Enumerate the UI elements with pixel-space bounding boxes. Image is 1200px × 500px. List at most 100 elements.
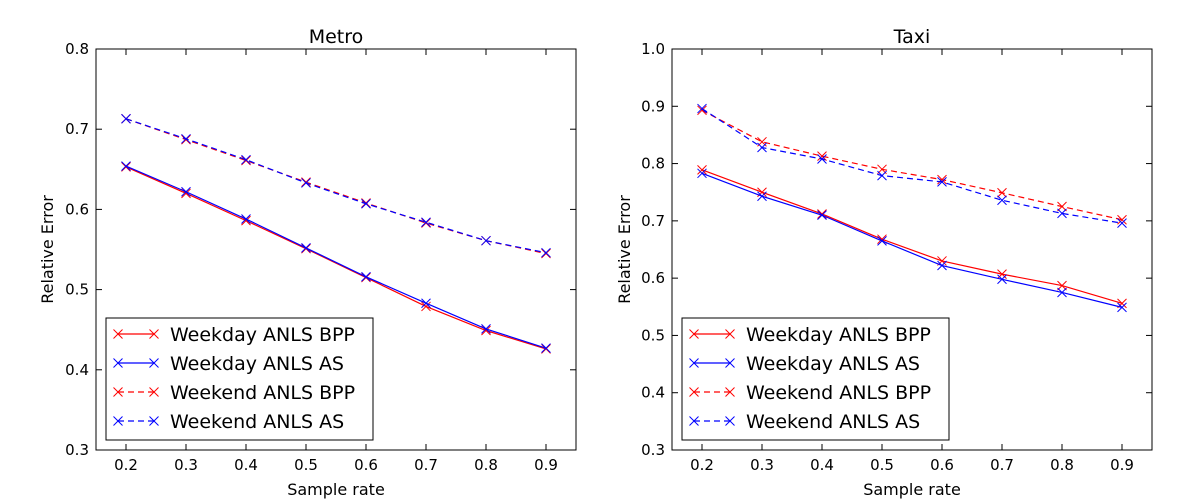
x-tick-label: 0.9 — [534, 456, 558, 474]
x-tick-label: 0.4 — [234, 456, 258, 474]
data-point — [937, 177, 947, 187]
data-point — [1057, 208, 1067, 219]
legend-entry-weekday-anls-as: Weekday ANLS AS — [689, 353, 920, 375]
data-point — [121, 113, 131, 124]
legend-entry-weekday-anls-as: Weekday ANLS AS — [113, 353, 344, 375]
data-point — [877, 236, 887, 246]
x-tick-label: 0.9 — [1110, 456, 1134, 474]
legend-marker — [113, 358, 123, 368]
y-tick-label: 0.8 — [65, 40, 89, 58]
data-point — [121, 162, 131, 172]
series-line — [701, 172, 1123, 308]
data-point — [361, 198, 371, 209]
legend-label: Weekend ANLS BPP — [170, 382, 355, 404]
legend-label: Weekday ANLS BPP — [746, 324, 931, 346]
series-line — [125, 118, 547, 255]
x-axis-label: Sample rate — [863, 480, 961, 499]
x-tick-label: 0.5 — [294, 456, 318, 474]
chart-title: Taxi — [893, 26, 931, 48]
legend-marker — [689, 387, 699, 397]
y-tick-label: 0.3 — [641, 441, 665, 459]
legend-entry-weekend-anls-as: Weekend ANLS AS — [113, 411, 344, 433]
y-tick-label: 0.7 — [65, 120, 89, 138]
y-tick-label: 0.5 — [65, 281, 89, 299]
data-point — [421, 218, 431, 228]
x-tick-label: 0.5 — [870, 456, 894, 474]
series-line — [125, 166, 547, 350]
data-point — [181, 186, 191, 197]
data-point — [301, 243, 311, 254]
legend-label: Weekend ANLS BPP — [746, 382, 931, 404]
data-point — [1057, 201, 1067, 212]
y-tick-label: 0.4 — [65, 361, 89, 379]
legend-label: Weekday ANLS BPP — [170, 324, 355, 346]
legend-marker — [689, 329, 699, 339]
y-tick-label: 0.5 — [641, 326, 665, 344]
data-point — [937, 174, 947, 185]
y-tick-label: 0.6 — [65, 200, 89, 218]
y-tick-label: 0.7 — [641, 212, 665, 230]
legend-marker — [149, 387, 159, 397]
y-tick-label: 0.6 — [641, 269, 665, 287]
data-point — [817, 210, 827, 220]
series-weekend-anls-as — [121, 113, 551, 258]
data-point — [541, 343, 551, 353]
data-point — [481, 324, 491, 334]
x-tick-label: 0.8 — [474, 456, 498, 474]
data-point — [997, 269, 1007, 279]
x-tick-label: 0.6 — [930, 456, 954, 474]
data-point — [361, 272, 371, 283]
chart-title: Metro — [309, 26, 364, 48]
data-point — [1117, 218, 1127, 229]
series-line — [701, 109, 1123, 221]
legend-marker — [725, 416, 735, 426]
data-point — [937, 260, 947, 271]
legend-marker — [149, 358, 159, 368]
data-point — [697, 103, 707, 114]
legend-marker — [113, 329, 123, 339]
y-tick-label: 1.0 — [641, 40, 665, 58]
legend-marker — [725, 329, 735, 339]
data-point — [997, 195, 1007, 206]
chart-taxi: Taxi Sample rate Relative Error 0.2 0.3 0.… — [615, 26, 1153, 499]
series-weekend-anls-bpp — [121, 113, 551, 259]
y-axis-label: Relative Error — [38, 195, 57, 304]
data-point — [301, 177, 311, 187]
series-weekday-anls-bpp — [697, 165, 1127, 309]
legend-entry-weekend-anls-bpp: Weekend ANLS BPP — [113, 382, 355, 404]
legend-entry-weekday-anls-bpp: Weekday ANLS BPP — [113, 324, 355, 346]
data-point — [817, 151, 827, 161]
legend-marker — [689, 416, 699, 426]
data-point — [181, 133, 191, 144]
series-line — [701, 108, 1123, 224]
legend-entry-weekend-anls-bpp: Weekend ANLS BPP — [689, 382, 931, 404]
legend-marker — [725, 358, 735, 368]
data-point — [361, 198, 371, 208]
data-point — [817, 154, 827, 164]
data-point — [757, 191, 767, 202]
legend-label: Weekday ANLS AS — [746, 353, 920, 375]
data-point — [421, 301, 431, 312]
data-point — [997, 274, 1007, 285]
y-axis-label: Relative Error — [615, 195, 634, 304]
x-tick-label: 0.8 — [1050, 456, 1074, 474]
legend-label: Weekday ANLS AS — [170, 353, 344, 375]
y-tick-label: 0.4 — [641, 384, 665, 402]
data-point — [1057, 287, 1067, 298]
x-axis-label: Sample rate — [287, 480, 385, 499]
data-point — [1117, 214, 1127, 225]
legend-marker — [725, 387, 735, 397]
chart-metro: Metro Sample rate Relative Error 0.2 0.3 0… — [38, 26, 577, 499]
data-point — [241, 154, 251, 165]
x-tick-label: 0.3 — [174, 456, 198, 474]
series-weekend-anls-as — [697, 103, 1127, 229]
x-tick-label: 0.2 — [114, 456, 138, 474]
data-point — [301, 243, 311, 253]
data-point — [361, 271, 371, 282]
data-point — [241, 214, 251, 224]
y-tick-label: 0.3 — [65, 441, 89, 459]
data-point — [877, 170, 887, 181]
legend: Weekday ANLS BPP Weekday ANLS AS Weekend… — [681, 317, 950, 441]
legend-box — [681, 317, 950, 441]
series-line — [125, 118, 547, 254]
